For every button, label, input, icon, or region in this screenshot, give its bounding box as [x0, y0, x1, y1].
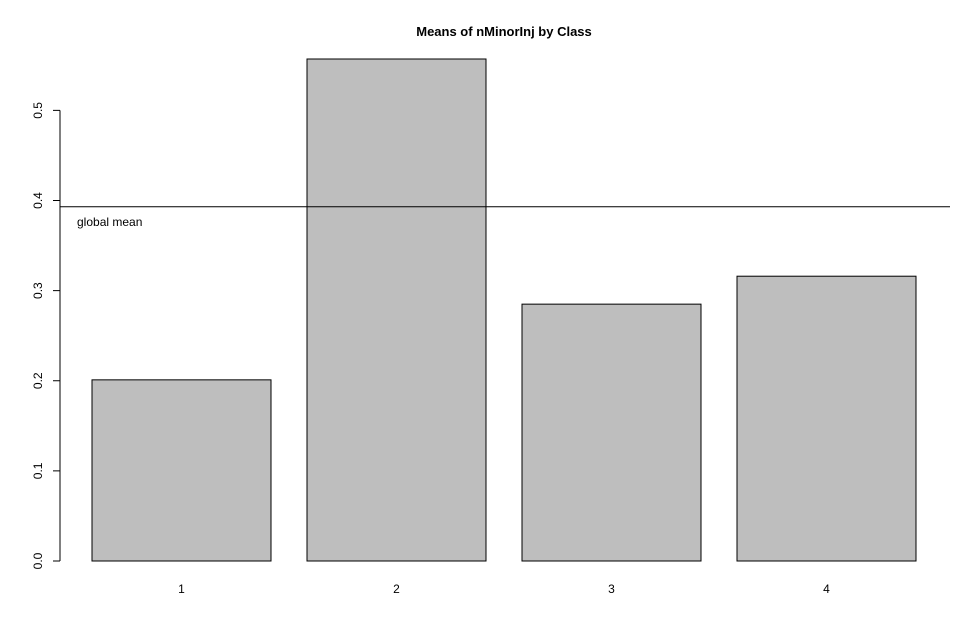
- x-tick-label: 3: [608, 582, 615, 596]
- x-tick-label: 2: [393, 582, 400, 596]
- bar-class-4: [736, 275, 917, 562]
- y-tick-label: 0.0: [31, 552, 45, 569]
- x-tick-label: 4: [823, 582, 830, 596]
- y-tick-label: 0.5: [31, 102, 45, 119]
- y-tick-label: 0.3: [31, 282, 45, 299]
- y-tick-label: 0.2: [31, 372, 45, 389]
- bars-group: [91, 58, 917, 562]
- bar-class-1: [91, 379, 272, 562]
- x-tick-labels: 1 2 3 4: [178, 582, 830, 596]
- global-mean-label: global mean: [77, 215, 142, 229]
- y-tick-label: 0.1: [31, 462, 45, 479]
- y-axis: 0.0 0.1 0.2 0.3 0.4 0.5: [31, 102, 61, 569]
- bar-class-2: [306, 58, 487, 562]
- x-tick-label: 1: [178, 582, 185, 596]
- y-tick-label: 0.4: [31, 192, 45, 209]
- bar-class-3: [521, 303, 702, 562]
- chart-title: Means of nMinorInj by Class: [416, 24, 592, 39]
